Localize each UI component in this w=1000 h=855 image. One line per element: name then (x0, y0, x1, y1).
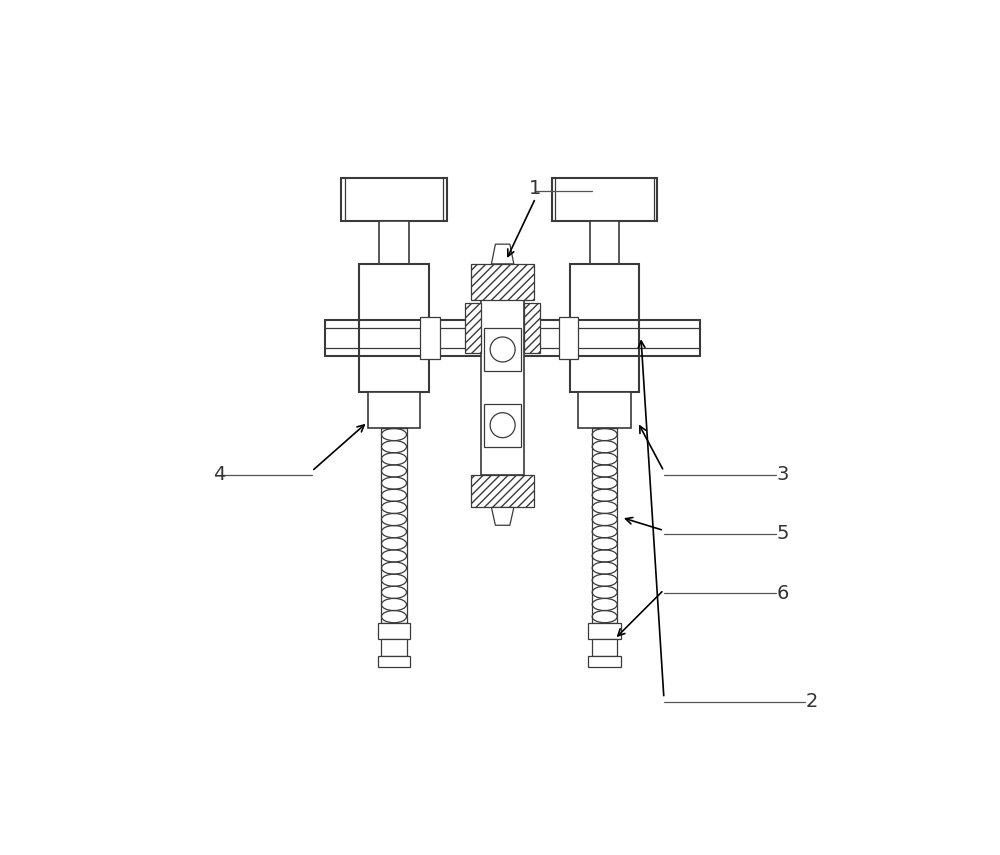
Bar (341, 179, 447, 221)
Bar (368, 392, 420, 428)
Bar (471, 264, 534, 300)
Circle shape (490, 413, 515, 438)
Polygon shape (491, 508, 514, 525)
Bar (381, 640, 407, 656)
Bar (481, 300, 524, 475)
Polygon shape (491, 245, 514, 264)
Text: 5: 5 (776, 524, 789, 543)
Text: 2: 2 (806, 693, 818, 711)
Text: 1: 1 (529, 179, 542, 198)
Bar (578, 392, 631, 428)
Bar (379, 221, 409, 264)
Bar (592, 640, 617, 656)
Bar (552, 179, 657, 221)
Bar (588, 622, 621, 640)
Bar (465, 304, 481, 353)
Bar (590, 221, 619, 264)
Text: 6: 6 (776, 584, 789, 603)
Text: 4: 4 (213, 465, 226, 484)
Bar (559, 316, 578, 359)
Bar (588, 656, 621, 668)
Bar (484, 404, 521, 446)
Bar (420, 316, 440, 359)
Bar (524, 304, 540, 353)
Bar (378, 622, 410, 640)
Bar (570, 264, 639, 392)
Bar (378, 656, 410, 668)
Bar (484, 328, 521, 371)
Circle shape (490, 337, 515, 362)
Text: 3: 3 (776, 465, 789, 484)
Bar (359, 264, 429, 392)
Bar (471, 475, 534, 508)
